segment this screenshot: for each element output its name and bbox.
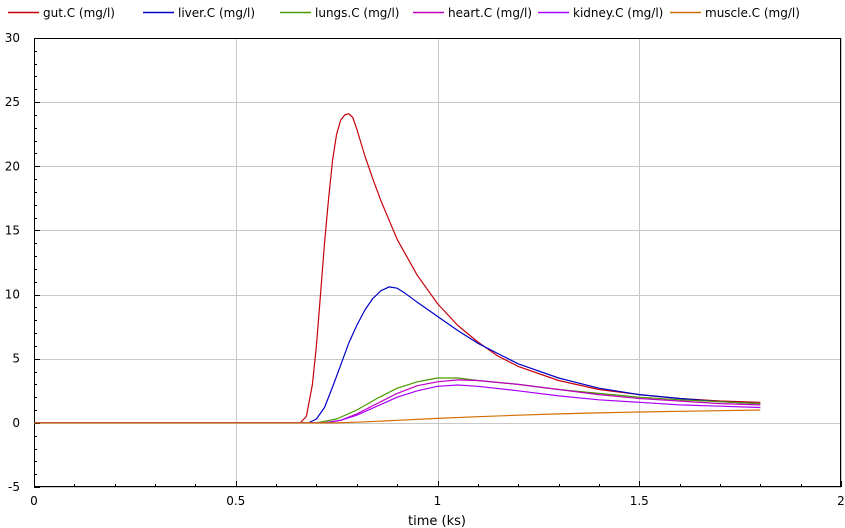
x-axis: 0 0.5 1 1.5 2 [30, 494, 845, 508]
legend-label: muscle.C (mg/l) [705, 6, 800, 20]
y-tick-label: 20 [5, 159, 20, 173]
legend-label: lungs.C (mg/l) [315, 6, 399, 20]
y-tick-label: 5 [12, 352, 20, 366]
y-tick-label: 15 [5, 223, 20, 237]
legend-label: gut.C (mg/l) [43, 6, 115, 20]
plot-area [34, 38, 841, 487]
legend-item: lungs.C (mg/l) [280, 6, 399, 20]
legend-item: heart.C (mg/l) [413, 6, 532, 20]
legend-label: liver.C (mg/l) [178, 6, 255, 20]
y-axis: -5 0 5 10 15 20 25 30 [5, 31, 20, 494]
legend-item: kidney.C (mg/l) [538, 6, 663, 20]
y-tick-label: 25 [5, 95, 20, 109]
legend: gut.C (mg/l) liver.C (mg/l) lungs.C (mg/l)… [8, 6, 800, 20]
series-line [34, 384, 761, 424]
grid [34, 38, 842, 488]
y-tick-label: -5 [8, 480, 20, 494]
minor-ticks [34, 38, 842, 488]
x-tick-label: 0 [30, 494, 38, 508]
legend-label: kidney.C (mg/l) [573, 6, 663, 20]
x-tick-label: 2 [837, 494, 845, 508]
series-line [34, 377, 761, 424]
y-tick-label: 0 [12, 416, 20, 430]
series-line [34, 379, 761, 424]
series-line [34, 409, 761, 424]
x-axis-title: time (ks) [408, 514, 466, 528]
y-tick-label: 30 [5, 31, 20, 45]
legend-label: heart.C (mg/l) [448, 6, 532, 20]
legend-item: gut.C (mg/l) [8, 6, 115, 20]
x-tick-label: 0.5 [226, 494, 245, 508]
x-tick-label: 1 [434, 494, 442, 508]
series-line [34, 113, 761, 424]
legend-item: muscle.C (mg/l) [670, 6, 800, 20]
series-group [34, 113, 761, 424]
y-tick-label: 10 [5, 288, 20, 302]
legend-item: liver.C (mg/l) [143, 6, 255, 20]
series-line [34, 286, 761, 424]
x-tick-label: 1.5 [630, 494, 649, 508]
